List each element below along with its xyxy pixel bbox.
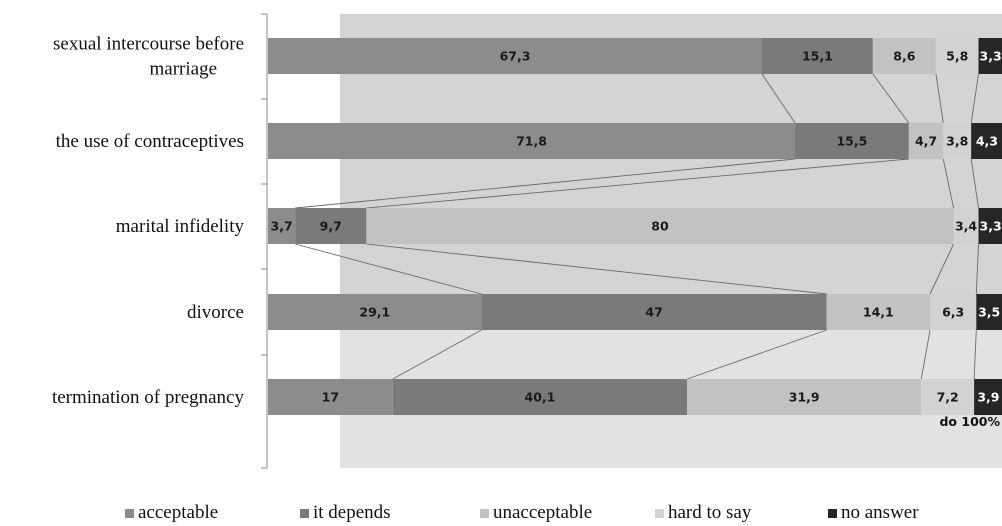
bar-segment xyxy=(908,123,944,159)
legend-label: hard to say xyxy=(668,502,752,523)
bar-segment xyxy=(935,38,979,74)
value-label: 15,5 xyxy=(836,134,867,149)
value-label: 80 xyxy=(651,219,669,234)
value-label: 4,7 xyxy=(915,134,937,149)
category-label: divorce xyxy=(187,302,244,323)
value-label: 5,8 xyxy=(946,49,968,64)
bar-segment xyxy=(687,379,922,415)
bar-segment xyxy=(872,38,936,74)
bar-segment xyxy=(930,294,977,330)
value-label: 29,1 xyxy=(359,305,390,320)
bar-segment xyxy=(366,208,954,244)
series-line xyxy=(872,73,910,124)
series-line xyxy=(392,329,482,380)
series-line xyxy=(970,73,979,124)
value-label: 4,3 xyxy=(976,134,998,149)
bar-segment xyxy=(481,294,827,330)
value-labels: 67,3 15,1 8,6 5,8 3,3 71,8 15,5 4,7 3,8 4,3 3,7 9,7… xyxy=(271,49,1002,405)
category-label: termination of pregnancy xyxy=(52,387,245,408)
series-line xyxy=(686,329,827,380)
legend-swatch xyxy=(125,509,134,518)
value-label: 67,3 xyxy=(500,49,531,64)
series-line xyxy=(929,243,954,295)
legend: acceptable it depends unacceptable hard to … xyxy=(125,502,919,523)
series-line xyxy=(295,158,796,209)
legend-label: unacceptable xyxy=(493,502,592,523)
category-axis xyxy=(261,13,268,469)
series-line xyxy=(295,243,482,295)
series-line xyxy=(920,329,931,380)
bar-segment xyxy=(268,379,393,415)
value-label: 9,7 xyxy=(320,219,342,234)
legend-swatch xyxy=(300,509,309,518)
scale-note: do 100% xyxy=(939,414,1000,429)
value-label: 3,8 xyxy=(946,134,968,149)
value-label: 47 xyxy=(645,305,662,320)
value-label: 40,1 xyxy=(525,390,556,405)
series-line xyxy=(366,243,827,295)
bar-segment xyxy=(268,208,296,244)
bar-segment xyxy=(943,123,972,159)
bar-segment xyxy=(978,38,1002,74)
series-line xyxy=(761,73,796,124)
bar-segment xyxy=(978,208,1002,244)
value-label: 15,1 xyxy=(802,49,833,64)
series-line xyxy=(942,158,954,209)
series-line xyxy=(366,158,909,209)
category-labels: sexual intercourse before marriage the use… xyxy=(52,34,245,409)
category-label: marital infidelity xyxy=(116,216,245,237)
value-label: 3,5 xyxy=(978,305,1000,320)
bar-segment xyxy=(268,294,482,330)
series-line xyxy=(975,243,979,295)
value-label: 17 xyxy=(322,390,339,405)
value-label: 71,8 xyxy=(516,134,547,149)
value-label: 7,2 xyxy=(937,390,959,405)
bar-segment xyxy=(795,123,909,159)
value-label: 31,9 xyxy=(789,390,820,405)
value-label: 6,3 xyxy=(942,305,964,320)
bar-segment xyxy=(921,379,975,415)
legend-label: no answer xyxy=(841,502,919,523)
value-label: 3,4 xyxy=(955,219,977,234)
value-label: 3,3 xyxy=(980,49,1002,64)
bar-segment xyxy=(826,294,931,330)
bar-segment xyxy=(392,379,688,415)
category-label: sexual intercourse before xyxy=(53,34,244,55)
legend-swatch xyxy=(828,509,837,518)
value-label: 3,7 xyxy=(271,219,293,234)
bar-segment xyxy=(974,379,1002,415)
bar-segment xyxy=(976,294,1002,330)
series-line xyxy=(935,73,944,124)
legend-swatch xyxy=(480,509,489,518)
bar-segment xyxy=(971,123,1002,159)
value-label: 3,9 xyxy=(977,390,999,405)
legend-swatch xyxy=(655,509,664,518)
bar-segment xyxy=(953,208,979,244)
category-label: the use of contraceptives xyxy=(56,131,244,152)
bar-segment xyxy=(295,208,367,244)
value-label: 3,3 xyxy=(980,219,1002,234)
series-line xyxy=(973,329,977,380)
legend-label: acceptable xyxy=(138,502,218,523)
category-label: marriage xyxy=(149,59,217,80)
value-label: 8,6 xyxy=(893,49,915,64)
bar-segment xyxy=(761,38,873,74)
series-connector-lines xyxy=(295,73,979,380)
value-label: 14,1 xyxy=(863,305,894,320)
series-line xyxy=(970,158,979,209)
bar-segments xyxy=(268,38,1002,415)
bar-segment xyxy=(268,123,796,159)
legend-label: it depends xyxy=(313,502,391,523)
bar-segment xyxy=(268,38,762,74)
